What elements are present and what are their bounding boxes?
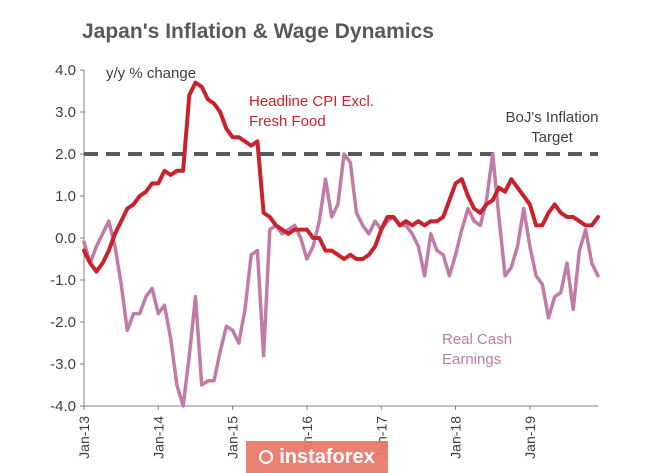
- x-tick-label: Jan-13: [76, 416, 92, 459]
- y-tick-label: 0.0: [55, 230, 76, 247]
- cpi-series-line: [82, 80, 600, 274]
- annotation-cpi-line2: Fresh Food: [249, 113, 326, 130]
- tick-marks: [80, 69, 531, 410]
- x-tick-label: Jan-19: [522, 416, 538, 459]
- y-tick-label: 2.0: [55, 146, 76, 163]
- y-axis-label: y/y % change: [106, 65, 196, 82]
- chart-title: Japan's Inflation & Wage Dynamics: [82, 20, 434, 43]
- y-tick-label: -2.0: [50, 314, 76, 331]
- y-tick-label: -3.0: [50, 356, 76, 373]
- x-tick-label: Jan-18: [448, 416, 464, 459]
- y-tick-label: 1.0: [55, 188, 76, 205]
- y-tick-label: 4.0: [55, 62, 76, 79]
- x-tick-label: Jan-14: [150, 416, 166, 459]
- y-tick-label: -4.0: [50, 398, 76, 415]
- y-tick-labels: -4.0 -3.0 -2.0 -1.0 0.0 1.0 2.0 3.0 4.0: [50, 62, 76, 415]
- real-cash-earnings-series-line: [82, 152, 600, 408]
- instaforex-watermark: instaforex: [246, 441, 388, 473]
- annotation-earnings-line2: Earnings: [442, 351, 501, 368]
- watermark-text: instaforex: [279, 445, 375, 468]
- annotation-target-line2: Target: [531, 129, 574, 146]
- annotation-cpi-line1: Headline CPI Excl.: [249, 93, 374, 110]
- y-tick-label: -1.0: [50, 272, 76, 289]
- y-tick-label: 3.0: [55, 104, 76, 121]
- series-lines: [82, 80, 600, 408]
- instaforex-logo-icon: [259, 450, 274, 464]
- annotation-target-line1: BoJ's Inflation: [506, 109, 599, 126]
- annotation-earnings-line1: Real Cash: [442, 331, 512, 348]
- x-tick-label: Jan-15: [225, 416, 241, 459]
